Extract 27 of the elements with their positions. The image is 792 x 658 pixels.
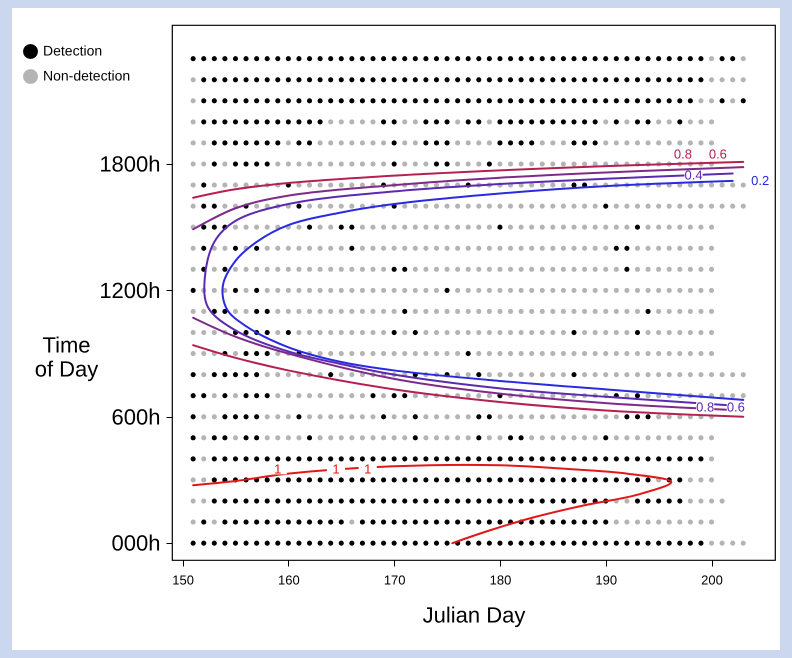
annotation: 1 bbox=[274, 461, 282, 476]
y-tick-label: 1200h bbox=[99, 278, 160, 303]
line-series bbox=[192, 464, 672, 544]
annotation: 0.8 bbox=[674, 146, 692, 162]
y-tick-label: 000h bbox=[112, 530, 160, 556]
line-series bbox=[192, 160, 744, 199]
annotation: 0.6 bbox=[708, 146, 727, 162]
x-tick-label: 190 bbox=[595, 572, 618, 588]
annotation: 0.8 bbox=[696, 399, 714, 414]
y-tick-label: 600h bbox=[112, 404, 160, 430]
annotation: 1 bbox=[332, 461, 340, 476]
legend-label: Non-detection bbox=[43, 68, 130, 84]
x-tick-label: 150 bbox=[172, 572, 194, 588]
annotation: 0.6 bbox=[726, 399, 745, 414]
annotation: 0.4 bbox=[684, 168, 703, 183]
legend-label: Detection bbox=[43, 42, 102, 58]
line-series bbox=[192, 166, 744, 230]
line-series bbox=[192, 344, 744, 418]
x-tick-label: 200 bbox=[701, 572, 723, 588]
x-tick-label: 160 bbox=[278, 572, 300, 588]
x-axis-title: Julian Day bbox=[422, 602, 526, 628]
x-tick-label: 180 bbox=[490, 572, 512, 588]
x-tick-label: 170 bbox=[384, 572, 406, 588]
y-tick-label: 1800h bbox=[99, 152, 160, 177]
annotation: 1 bbox=[364, 461, 372, 476]
annotation: 0.2 bbox=[751, 172, 770, 188]
y-axis-title: Time of Day bbox=[34, 332, 98, 382]
